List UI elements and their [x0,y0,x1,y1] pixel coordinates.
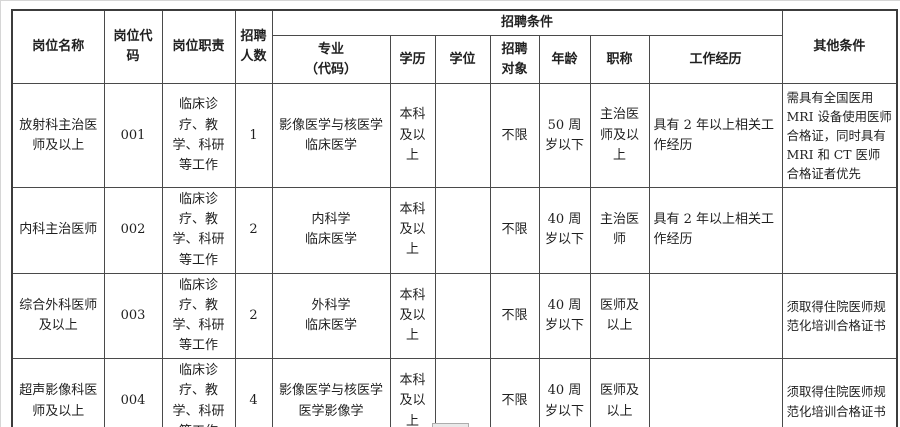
cell-education: 本科及以上 [389,187,436,274]
header-major: 专业 （代码） [271,35,391,85]
cell-headcount: 2 [234,272,273,360]
cell-other-conditions: 须取得住院医师规范化培训合格证书 [781,358,898,427]
cell-target: 不限 [489,187,540,274]
header-row-top: 岗位名称 岗位代 码 岗位职责 招聘 人数 招聘条件 其他条件 [11,9,898,85]
table-resize-handle[interactable] [432,423,469,427]
cell-experience: 具有 2 年以上相关工作经历 [648,83,783,189]
cell-degree [434,358,491,427]
cell-age: 40 周岁以下 [538,272,591,360]
cell-experience: 具有 2 年以上相关工作经历 [648,187,783,274]
cell-experience [648,358,783,427]
cell-degree [434,187,491,274]
header-headcount: 招聘 人数 [234,9,273,85]
cell-age: 40 周岁以下 [538,358,591,427]
cell-position-code: 004 [103,358,163,427]
cell-duties: 临床诊疗、教学、科研等工作 [161,358,236,427]
cell-position-name: 内科主治医师 [11,187,105,274]
cell-degree [434,83,491,189]
cell-position-code: 002 [103,187,163,274]
cell-target: 不限 [489,272,540,360]
cell-age: 40 周岁以下 [538,187,591,274]
header-position-name: 岗位名称 [11,9,105,85]
header-education: 学历 [389,35,436,85]
header-position-code: 岗位代 码 [103,9,163,85]
header-title: 职称 [589,35,650,85]
table-row: 放射科主治医师及以上 001 临床诊疗、教学、科研等工作 1 影像医学与核医学 … [11,83,898,189]
cell-experience [648,272,783,360]
cell-age: 50 周岁以下 [538,83,591,189]
header-target: 招聘 对象 [489,35,540,85]
table-row: 综合外科医师及以上 003 临床诊疗、教学、科研等工作 2 外科学 临床医学 本… [11,272,898,360]
header-degree: 学位 [434,35,491,85]
header-duties: 岗位职责 [161,9,236,85]
header-conditions-group: 招聘条件 [271,9,783,37]
cell-degree [434,272,491,360]
cell-position-code: 003 [103,272,163,360]
cell-major: 外科学 临床医学 [271,272,391,360]
cell-education: 本科及以上 [389,358,436,427]
cell-position-name: 超声影像科医师及以上 [11,358,105,427]
cell-other-conditions [781,187,898,274]
recruitment-positions-table: 岗位名称 岗位代 码 岗位职责 招聘 人数 招聘条件 其他条件 专业 （代码） … [11,9,899,427]
cell-major: 内科学 临床医学 [271,187,391,274]
cell-position-name: 综合外科医师及以上 [11,272,105,360]
cell-headcount: 1 [234,83,273,189]
cell-other-conditions: 需具有全国医用 MRI 设备使用医师合格证，同时具有 MRI 和 CT 医师合格… [781,83,898,189]
cell-headcount: 4 [234,358,273,427]
cell-target: 不限 [489,83,540,189]
cell-position-code: 001 [103,83,163,189]
cell-major: 影像医学与核医学 医学影像学 [271,358,391,427]
cell-duties: 临床诊疗、教学、科研等工作 [161,272,236,360]
cell-education: 本科及以上 [389,272,436,360]
cell-education: 本科及以上 [389,83,436,189]
cell-headcount: 2 [234,187,273,274]
cell-title: 主治医师及以上 [589,83,650,189]
cell-target: 不限 [489,358,540,427]
header-experience: 工作经历 [648,35,783,85]
cell-major: 影像医学与核医学 临床医学 [271,83,391,189]
table-row: 内科主治医师 002 临床诊疗、教学、科研等工作 2 内科学 临床医学 本科及以… [11,187,898,274]
cell-title: 主治医师 [589,187,650,274]
cell-duties: 临床诊疗、教学、科研等工作 [161,83,236,189]
cell-position-name: 放射科主治医师及以上 [11,83,105,189]
header-age: 年龄 [538,35,591,85]
header-row-sub: 专业 （代码） 学历 学位 招聘 对象 年龄 职称 工作经历 [12,35,897,85]
cell-other-conditions: 须取得住院医师规范化培训合格证书 [781,272,898,360]
header-other-conditions: 其他条件 [781,9,898,85]
cell-title: 医师及以上 [589,358,650,427]
cell-title: 医师及以上 [589,272,650,360]
cell-duties: 临床诊疗、教学、科研等工作 [161,187,236,274]
table-row: 超声影像科医师及以上 004 临床诊疗、教学、科研等工作 4 影像医学与核医学 … [11,358,898,427]
